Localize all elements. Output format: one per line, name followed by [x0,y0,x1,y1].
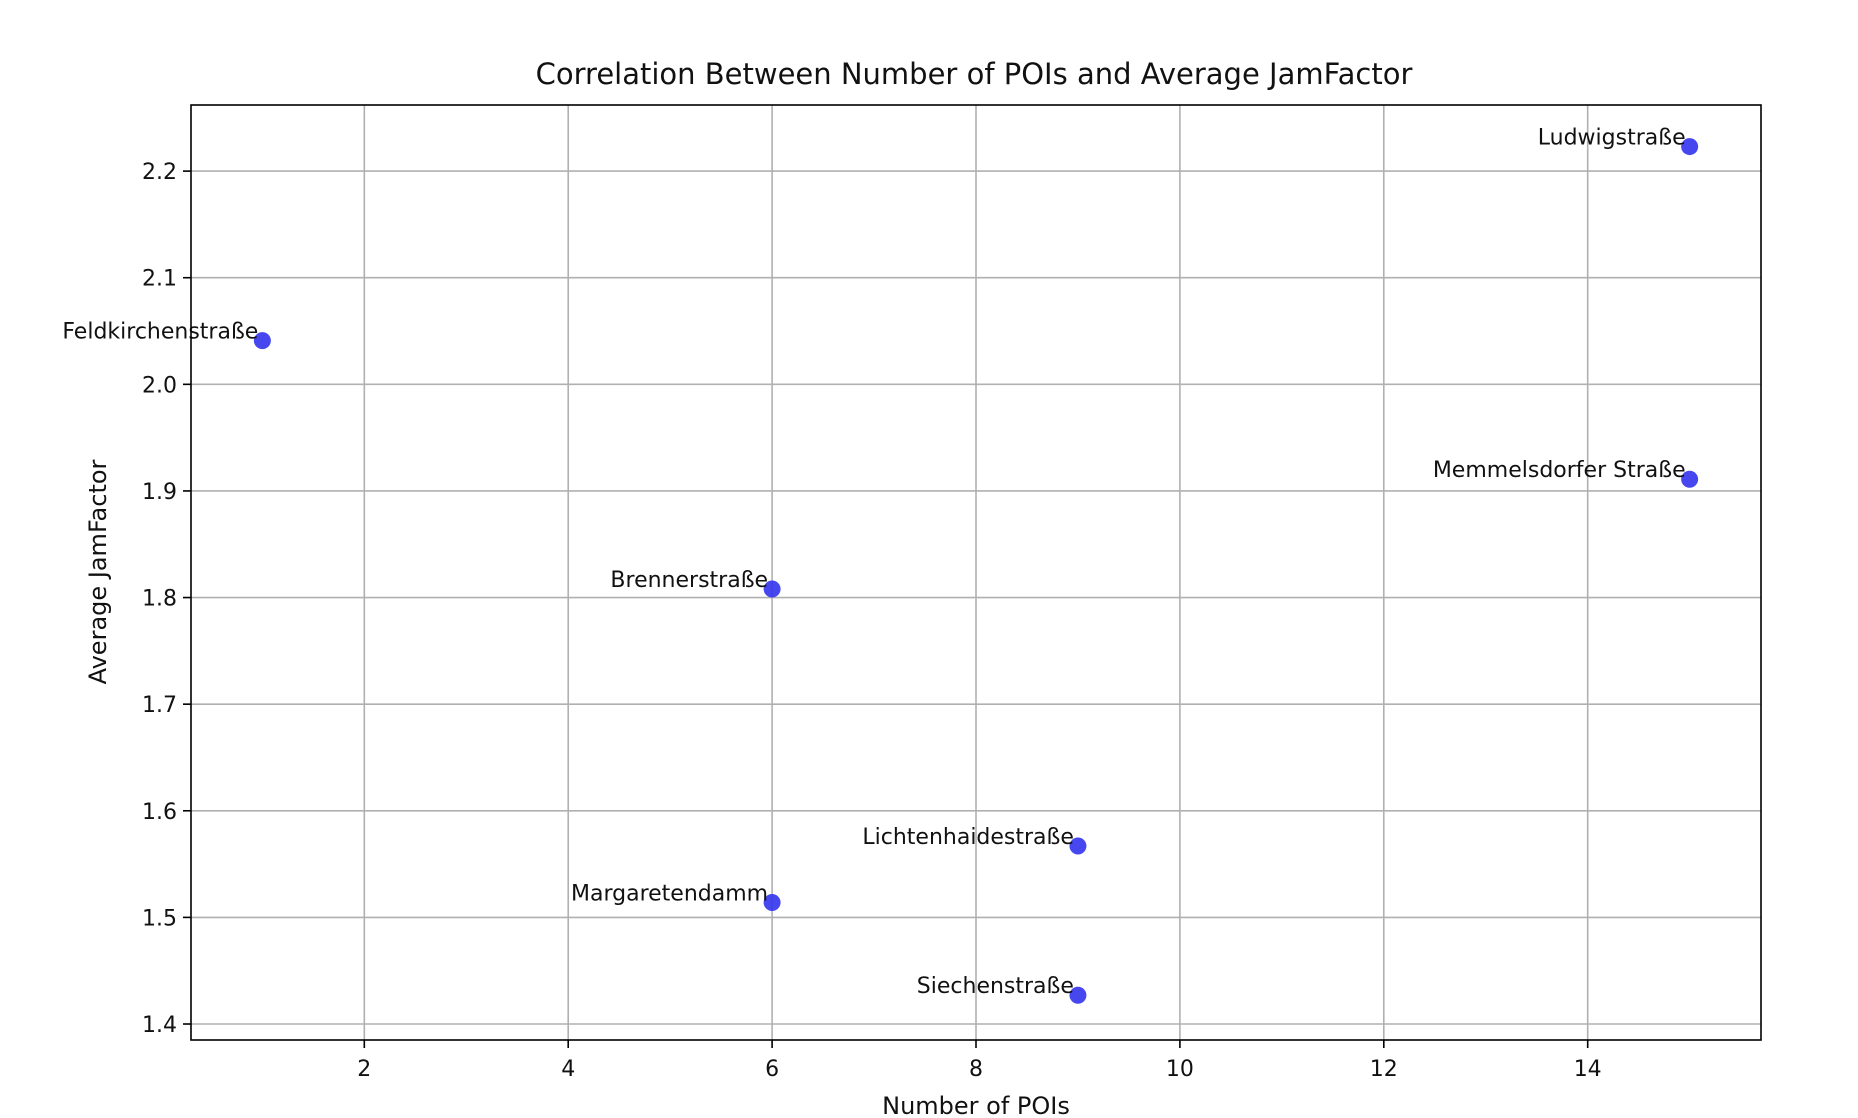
y-axis-label: Average JamFactor [84,459,112,684]
x-tick-label: 4 [561,1057,575,1082]
y-tick-label: 2.1 [142,267,177,292]
x-tick-label: 14 [1574,1057,1602,1082]
scatter-point [253,332,271,350]
point-label: Brennerstraße [610,568,768,593]
point-label: Lichtenhaidestraße [862,825,1074,850]
x-axis-label: Number of POIs [882,1092,1070,1118]
y-tick-label: 2.2 [142,160,177,185]
scatter-point [763,580,781,598]
point-label: Feldkirchenstraße [62,320,258,345]
data-points [253,138,1699,1004]
x-tick-label: 8 [969,1057,983,1082]
y-tick-label: 2.0 [142,373,177,398]
chart-title: Correlation Between Number of POIs and A… [536,57,1413,91]
y-tick-label: 1.6 [142,800,177,825]
point-label: Siechenstraße [917,974,1074,999]
y-tick-label: 1.7 [142,693,177,718]
axis-ticks: 2 4 6 8 10 12 14 1.4 1.5 1.6 1.7 1.8 1.9 2.0 2.1 2.2 [142,160,1602,1082]
point-label: Margaretendamm [571,881,768,906]
scatter-point [763,893,781,911]
plot-area-frame [190,104,1762,1041]
x-tick-label: 2 [357,1057,371,1082]
x-tick-label: 6 [765,1057,779,1082]
scatter-point [1681,138,1699,156]
y-tick-label: 1.4 [142,1013,177,1038]
y-tick-label: 1.5 [142,906,177,931]
grid-lines [191,105,1761,1040]
x-tick-label: 10 [1166,1057,1194,1082]
y-tick-label: 1.8 [142,587,177,612]
point-label: Ludwigstraße [1538,126,1686,151]
scatter-point [1069,986,1087,1004]
x-tick-label: 12 [1370,1057,1398,1082]
y-tick-label: 1.9 [142,480,177,505]
point-label: Memmelsdorfer Straße [1433,458,1686,483]
scatter-point [1681,470,1699,488]
scatter-point [1069,837,1087,855]
point-labels: Ludwigstraße Feldkirchenstraße Memmelsdorf… [62,126,1685,1000]
